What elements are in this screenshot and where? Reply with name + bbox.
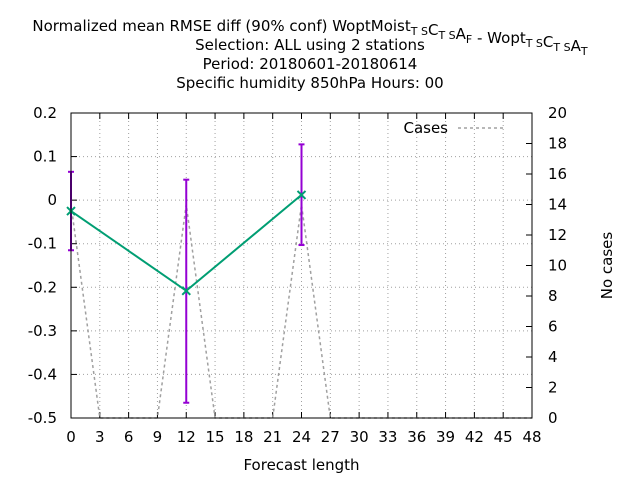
x-tick-label: 48: [522, 428, 541, 446]
y-tick-label: -0.2: [28, 278, 57, 296]
data-point-marker: [181, 286, 191, 296]
y2-tick-label: 12: [548, 226, 567, 244]
legend-label-cases: Cases: [403, 119, 448, 137]
x-tick-label: 21: [263, 428, 282, 446]
y-tick-label: 0.2: [33, 104, 57, 122]
x-tick-label: 9: [153, 428, 163, 446]
title-line: Normalized mean RMSE diff (90% conf) Wop…: [32, 17, 588, 58]
y2-axis-label: No cases: [598, 232, 616, 300]
x-axis-ticks: 0 3 6 9 12 15 18 21 24 27 30 33 36 39 42 45 48: [66, 113, 542, 446]
y-tick-label: -0.3: [28, 322, 57, 340]
legend: Cases: [403, 119, 506, 137]
y2-tick-label: 10: [548, 257, 567, 275]
y2-tick-label: 14: [548, 196, 567, 214]
x-tick-label: 18: [234, 428, 253, 446]
x-tick-label: 36: [407, 428, 426, 446]
y2-tick-label: 4: [548, 348, 558, 366]
title-subscript: T S: [437, 29, 455, 42]
data-point-marker: [296, 190, 307, 200]
x-tick-label: 3: [95, 428, 105, 446]
y-tick-label: -0.5: [28, 409, 57, 427]
x-tick-label: 15: [206, 428, 225, 446]
title-text-part: Specific humidity 850hPa Hours: 00: [176, 74, 443, 92]
chart-title: Normalized mean RMSE diff (90% conf) Wop…: [32, 17, 588, 92]
title-text-part: - Wopt: [472, 29, 526, 47]
x-tick-label: 6: [124, 428, 134, 446]
title-line: Specific humidity 850hPa Hours: 00: [176, 74, 443, 92]
y-tick-label: -0.4: [28, 365, 57, 383]
title-line: Selection: ALL using 2 stations: [195, 36, 425, 54]
title-subscript: T: [580, 45, 588, 58]
y-tick-label: 0: [47, 191, 57, 209]
x-axis-label: Forecast length: [243, 456, 359, 474]
x-tick-label: 24: [292, 428, 311, 446]
y2-tick-label: 6: [548, 318, 558, 336]
title-text-part: Normalized mean RMSE diff (90% conf) Wop…: [32, 17, 410, 35]
title-text-part: A: [456, 25, 467, 43]
x-tick-label: 45: [494, 428, 513, 446]
plot-border: [70, 112, 533, 419]
title-text-part: C: [428, 21, 438, 39]
title-text-part: Period: 20180601-20180614: [203, 55, 418, 73]
y-axis-ticks: -0.5 -0.4 -0.3 -0.2 -0.1 0 0.1 0.2: [28, 104, 77, 427]
y2-tick-label: 18: [548, 135, 567, 153]
y2-tick-label: 0: [548, 409, 558, 427]
y2-tick-label: 16: [548, 165, 567, 183]
title-subscript: T S: [525, 37, 543, 50]
x-tick-label: 27: [321, 428, 340, 446]
y-tick-label: -0.1: [28, 235, 57, 253]
title-subscript: T S: [410, 25, 428, 38]
y2-axis-ticks: 0 2 4 6 8 10 12 14 16 18 20: [526, 104, 567, 427]
title-text-part: Selection: ALL using 2 stations: [195, 36, 425, 54]
rmse-diff-series: [66, 143, 307, 404]
x-tick-label: 12: [177, 428, 196, 446]
y2-tick-label: 20: [548, 104, 567, 122]
title-text-part: A: [571, 37, 582, 55]
title-subscript: T S: [552, 41, 570, 54]
x-tick-label: 33: [378, 428, 397, 446]
y2-tick-label: 2: [548, 379, 558, 397]
y2-tick-label: 8: [548, 287, 558, 305]
x-tick-label: 0: [66, 428, 76, 446]
title-line: Period: 20180601-20180614: [203, 55, 418, 73]
x-tick-label: 39: [436, 428, 455, 446]
x-tick-label: 30: [350, 428, 369, 446]
title-subscript: F: [466, 33, 472, 46]
y-tick-label: 0.1: [33, 148, 57, 166]
title-text-part: C: [543, 33, 553, 51]
x-tick-label: 42: [465, 428, 484, 446]
